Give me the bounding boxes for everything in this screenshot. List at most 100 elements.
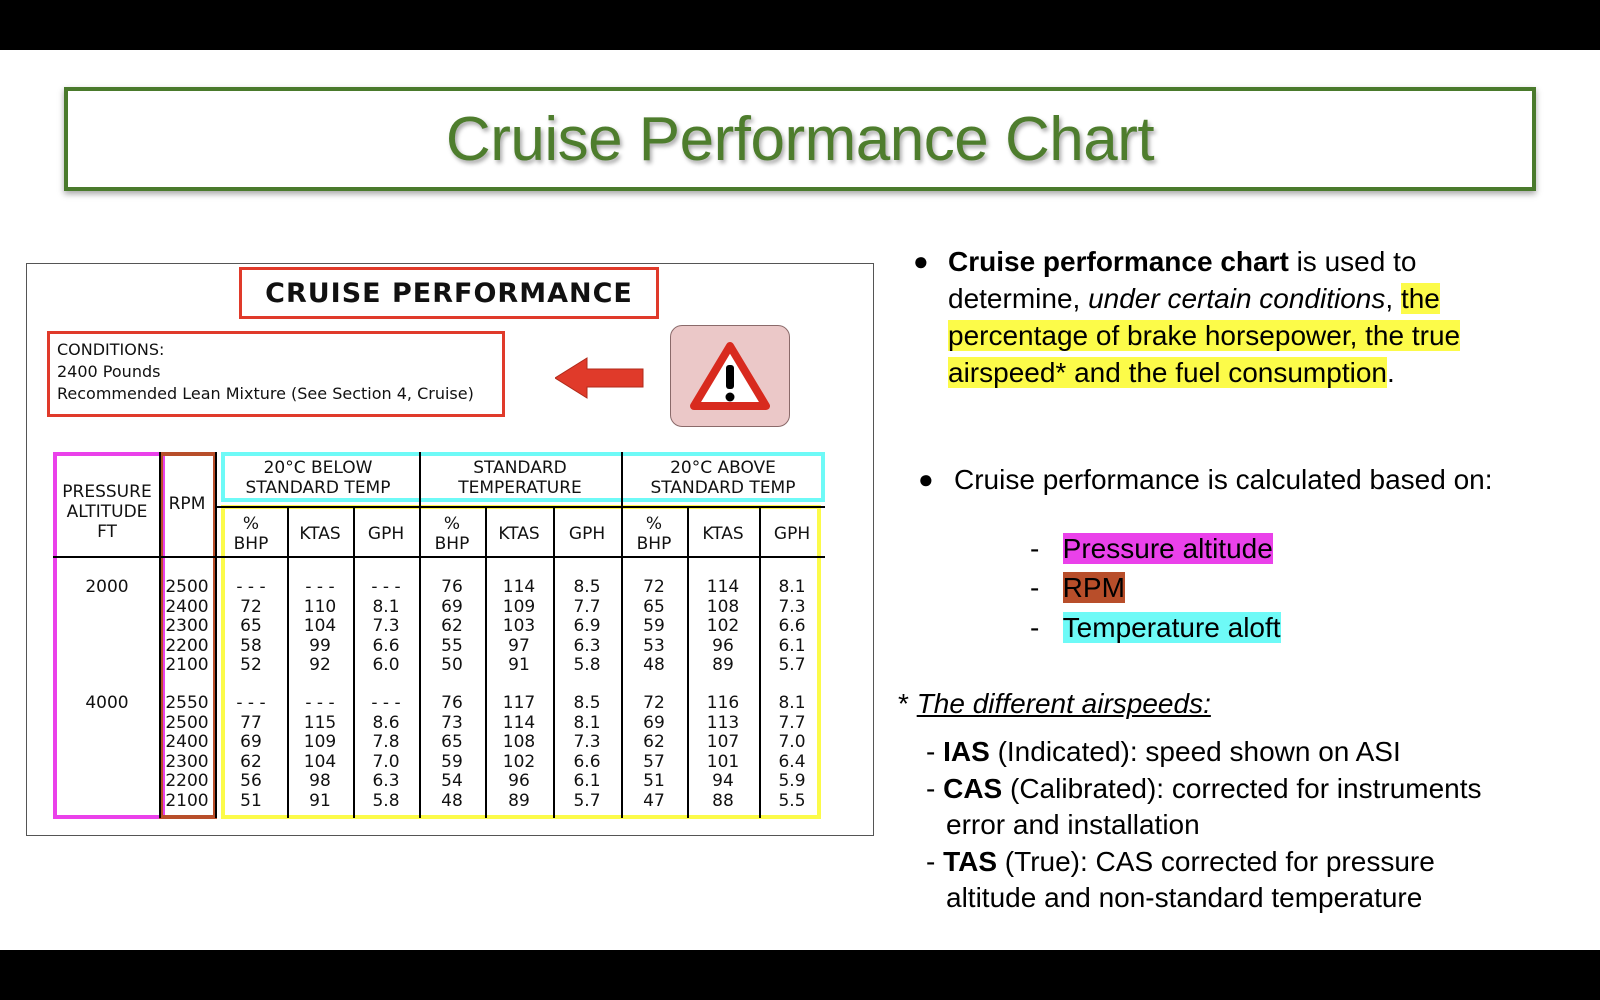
standard-temp-header: STANDARD TEMPERATURE: [458, 458, 582, 498]
table-cell: 8.5: [573, 577, 601, 597]
table-cell: 6.0: [372, 655, 400, 675]
table-cell: 91: [508, 655, 530, 675]
subheader-bhp: % BHP: [233, 514, 269, 554]
table-cell: 48: [643, 655, 665, 675]
grid-line: [353, 508, 355, 818]
rpm-value: 2400: [165, 732, 209, 752]
table-cell: 110: [303, 596, 337, 617]
subheader-bhp: % BHP: [636, 514, 672, 554]
table-cell: 6.4: [778, 751, 806, 772]
table-cell: 76: [441, 577, 463, 597]
table-cell: 65: [643, 596, 665, 617]
table-cell: 62: [441, 616, 463, 636]
table-cell: 76: [441, 693, 463, 713]
above-standard-header: 20°C ABOVE STANDARD TEMP: [650, 458, 796, 498]
grid-line: [53, 556, 825, 558]
table-cell: 6.3: [372, 771, 400, 791]
grid-line: [621, 452, 623, 818]
table-cell: 115: [303, 712, 337, 733]
grid-line: [553, 508, 555, 818]
table-cell: 54: [441, 771, 463, 791]
airspeed-cas-cont: error and installation: [946, 809, 1200, 840]
table-cell: - - -: [236, 693, 266, 713]
subheader-gph: GPH: [773, 524, 811, 544]
table-cell: 72: [240, 596, 262, 617]
table-cell: 8.1: [372, 596, 400, 617]
rpm-value: 2300: [165, 616, 209, 636]
left-arrow-icon: [555, 357, 644, 399]
table-cell: 98: [309, 771, 331, 791]
table-cell: 59: [441, 751, 463, 772]
table-cell: 94: [712, 771, 734, 791]
table-cell: 65: [240, 616, 262, 636]
table-cell: 96: [508, 771, 530, 791]
airspeed-cas: - CAS (Calibrated): corrected for instru…: [926, 773, 1482, 804]
table-cell: 89: [712, 655, 734, 675]
table-cell: 51: [240, 790, 262, 811]
table-cell: 7.0: [778, 732, 806, 752]
table-cell: 7.8: [372, 732, 400, 752]
subheader-bhp: % BHP: [434, 514, 470, 554]
table-cell: 57: [643, 751, 665, 772]
table-cell: 55: [441, 635, 463, 656]
table-cell: 114: [706, 577, 740, 597]
bullet-chart-purpose: Cruise performance chart is used to dete…: [948, 246, 1461, 388]
table-cell: 65: [441, 732, 463, 752]
table-cell: 8.5: [573, 693, 601, 713]
subheader-ktas: KTAS: [299, 524, 341, 544]
table-cell: 72: [643, 577, 665, 597]
cruise-chart-panel: CRUISE PERFORMANCE CONDITIONS: 2400 Poun…: [26, 263, 874, 836]
grid-line: [759, 508, 761, 818]
subheader-ktas: KTAS: [498, 524, 540, 544]
table-cell: 113: [706, 712, 740, 733]
table-cell: 99: [309, 635, 331, 656]
table-cell: 5.8: [573, 655, 601, 675]
table-cell: 7.3: [372, 616, 400, 636]
grid-line: [485, 508, 487, 818]
factor-rpm: - RPM: [1030, 572, 1125, 603]
table-cell: 108: [706, 596, 740, 617]
table-cell: 72: [643, 693, 665, 713]
conditions-line: CONDITIONS:: [57, 340, 165, 359]
table-cell: 88: [712, 790, 734, 811]
table-cell: 53: [643, 635, 665, 656]
conditions-box: CONDITIONS: 2400 Pounds Recommended Lean…: [47, 331, 505, 417]
rpm-value: 2500: [165, 712, 209, 733]
warning-icon: [690, 342, 770, 410]
table-cell: - - -: [236, 577, 266, 597]
rpm-value: 2550: [165, 693, 209, 713]
table-cell: 7.7: [573, 596, 601, 617]
table-cell: 96: [712, 635, 734, 656]
table-cell: 6.9: [573, 616, 601, 636]
table-cell: 69: [643, 712, 665, 733]
table-cell: 102: [706, 616, 740, 636]
subheader-ktas: KTAS: [702, 524, 744, 544]
pressure-altitude-header: PRESSURE ALTITUDE FT: [62, 482, 152, 542]
grid-line: [419, 452, 421, 818]
table-cell: - - -: [305, 577, 335, 597]
table-cell: 101: [706, 751, 740, 772]
title-box: Cruise Performance Chart: [64, 87, 1536, 191]
table-cell: 69: [441, 596, 463, 617]
slide: Cruise Performance Chart CRUISE PERFORMA…: [0, 50, 1600, 950]
table-cell: 109: [303, 732, 337, 752]
table-cell: 48: [441, 790, 463, 811]
table-cell: 89: [508, 790, 530, 811]
airspeed-tas: - TAS (True): CAS corrected for pressure: [926, 846, 1435, 877]
table-cell: 8.6: [372, 712, 400, 733]
rpm-value: 2300: [165, 751, 209, 772]
altitude-value: 2000: [85, 577, 129, 597]
table-cell: 5.8: [372, 790, 400, 811]
rpm-value: 2500: [165, 577, 209, 597]
chart-title: CRUISE PERFORMANCE: [239, 267, 659, 319]
table-cell: 8.1: [778, 577, 806, 597]
grid-line: [287, 508, 289, 818]
table-cell: 102: [502, 751, 536, 772]
conditions-line: 2400 Pounds: [57, 362, 161, 381]
table-cell: 7.0: [372, 751, 400, 772]
table-cell: 104: [303, 751, 337, 772]
table-cell: 58: [240, 635, 262, 656]
factor-pressure-altitude: - Pressure altitude: [1030, 533, 1273, 564]
table-cell: 92: [309, 655, 331, 675]
grid-line: [215, 452, 217, 818]
